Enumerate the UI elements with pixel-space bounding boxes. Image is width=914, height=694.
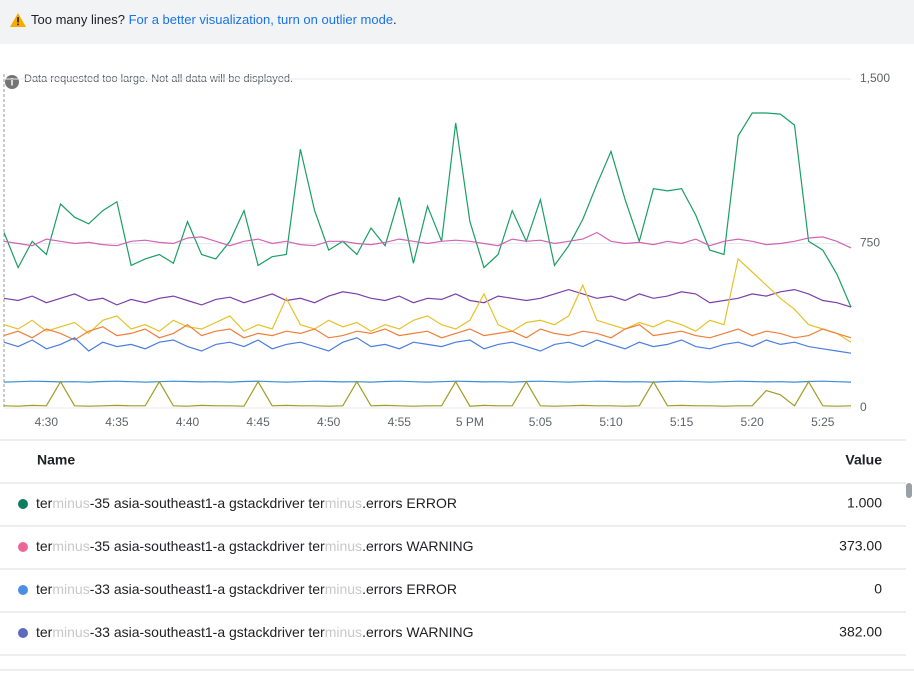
redacted-text: minus [325, 538, 362, 554]
series-line [3, 380, 852, 407]
redacted-text: minus [52, 538, 89, 554]
row-value: 373.00 [839, 538, 882, 554]
banner-text: Too many lines? For a better visualizati… [31, 12, 397, 27]
series-line [3, 288, 852, 308]
legend-dot [18, 628, 28, 638]
series-line [3, 380, 852, 383]
x-tick-label: 4:55 [388, 415, 412, 429]
series-line [3, 112, 852, 308]
y-tick-label: 0 [860, 400, 867, 414]
series-line [3, 257, 852, 343]
name-part: .errors WARNING [362, 538, 473, 554]
banner-prefix: Too many lines? [31, 12, 125, 27]
x-tick-label: 5:05 [529, 415, 553, 429]
outlier-link[interactable]: For a better visualization, turn on outl… [129, 12, 393, 27]
series-line [3, 337, 852, 354]
redacted-text: minus [52, 495, 89, 511]
name-part: ter [36, 538, 53, 554]
x-tick-label: 4:30 [35, 415, 59, 429]
legend-dot [18, 499, 28, 509]
x-tick-label: 5:10 [599, 415, 623, 429]
table-header: Name [37, 452, 75, 468]
redacted-text: minus [52, 624, 89, 640]
redacted-text: minus [52, 581, 89, 597]
x-tick-label: 4:35 [105, 415, 129, 429]
x-tick-label: 5:15 [670, 415, 694, 429]
row-value: 382.00 [839, 624, 882, 640]
x-tick-label: 4:50 [317, 415, 341, 429]
redacted-text: minus [325, 624, 362, 640]
x-tick-label: 4:45 [246, 415, 270, 429]
name-part: .errors WARNING [362, 624, 473, 640]
row-value: 0 [874, 581, 882, 597]
x-tick-label: 4:40 [176, 415, 200, 429]
table-header: Value [845, 452, 882, 468]
row-name: terminus-35 asia-southeast1-a gstackdriv… [36, 538, 474, 554]
name-part: -35 asia-southeast1-a gstackdriver ter [90, 538, 325, 554]
row-name: terminus-35 asia-southeast1-a gstackdriv… [36, 495, 457, 511]
y-tick-label: 750 [860, 236, 880, 250]
name-part: .errors ERROR [362, 581, 457, 597]
y-tick-label: 1,500 [860, 71, 890, 85]
warning-icon [10, 13, 26, 27]
scrollbar[interactable] [906, 483, 912, 498]
legend-dot [18, 585, 28, 595]
x-tick-label: 5:25 [811, 415, 835, 429]
legend-dot [18, 542, 28, 552]
name-part: -35 asia-southeast1-a gstackdriver ter [90, 495, 325, 511]
banner-suffix: . [393, 12, 397, 27]
series-line [3, 323, 852, 341]
name-part: -33 asia-southeast1-a gstackdriver ter [90, 581, 325, 597]
name-part: .errors ERROR [362, 495, 457, 511]
x-tick-label: 5 PM [456, 415, 484, 429]
banner [0, 0, 914, 44]
redacted-text: minus [325, 581, 362, 597]
name-part: ter [36, 581, 53, 597]
row-name: terminus-33 asia-southeast1-a gstackdriv… [36, 624, 474, 640]
x-tick-label: 5:20 [741, 415, 765, 429]
row-name: terminus-33 asia-southeast1-a gstackdriv… [36, 581, 457, 597]
row-value: 1.000 [847, 495, 882, 511]
name-part: ter [36, 624, 53, 640]
name-part: ter [36, 495, 53, 511]
redacted-text: minus [325, 495, 362, 511]
series-line [3, 231, 852, 249]
info-icon-glyph: i [11, 78, 14, 89]
name-part: -33 asia-southeast1-a gstackdriver ter [90, 624, 325, 640]
